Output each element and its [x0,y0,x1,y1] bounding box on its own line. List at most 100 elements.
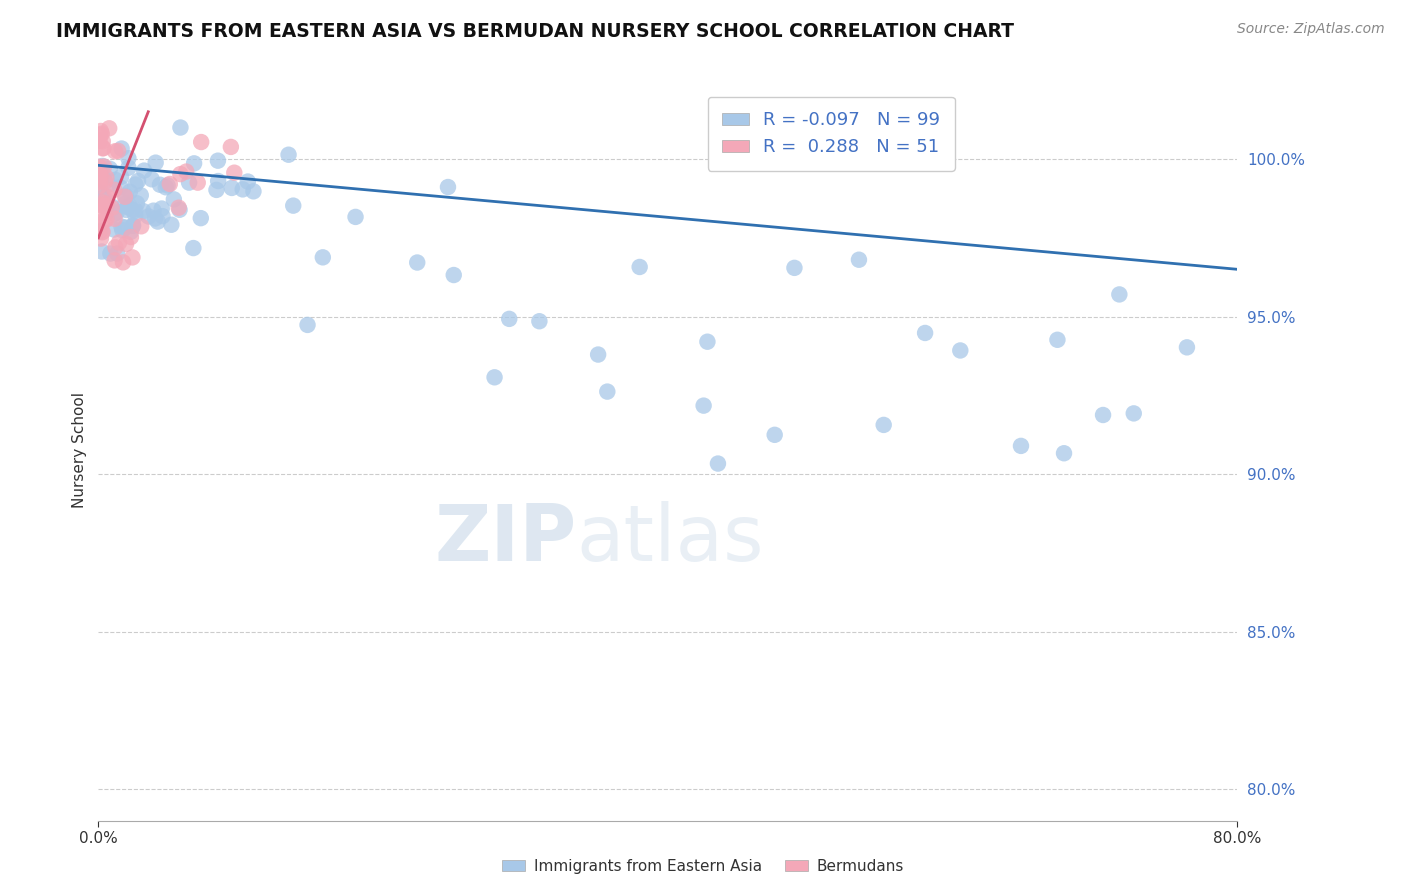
Point [1010,439,1032,453]
Point [93,141,115,155]
Point [1175,340,1198,354]
Point [344,210,367,224]
Point [145,155,167,169]
Point [96,212,118,227]
Point [124,203,146,218]
Point [221,181,243,195]
Point [146,214,169,228]
Point [692,399,714,413]
Point [707,457,730,471]
Point [122,219,145,233]
Point [236,175,259,189]
Point [118,185,141,199]
Point [90,244,112,259]
Point [91,191,114,205]
Point [207,174,229,188]
Point [108,180,131,194]
Point [183,156,205,170]
Point [141,172,163,186]
Point [114,190,136,204]
Point [174,164,197,178]
Point [107,144,129,158]
Point [125,196,148,211]
Point [97,178,120,192]
Point [90,206,112,220]
Point [90,231,112,245]
Point [628,260,651,274]
Point [124,178,146,192]
Point [90,169,112,183]
Point [105,246,128,260]
Y-axis label: Nursery School: Nursery School [72,392,87,508]
Point [114,196,136,211]
Point [103,207,125,221]
Text: Source: ZipAtlas.com: Source: ZipAtlas.com [1237,22,1385,37]
Point [89,166,111,180]
Point [91,195,114,210]
Point [586,347,609,361]
Point [89,134,111,148]
Point [93,199,115,213]
Point [104,173,127,187]
Point [529,314,551,328]
Point [91,170,114,185]
Point [169,202,191,217]
Point [89,175,111,189]
Point [91,134,114,148]
Legend: Immigrants from Eastern Asia, Bermudans: Immigrants from Eastern Asia, Bermudans [495,853,911,880]
Point [114,220,136,235]
Point [110,169,132,184]
Point [134,163,156,178]
Point [108,235,131,250]
Point [100,199,122,213]
Point [142,203,165,218]
Point [122,219,145,233]
Point [297,318,319,332]
Point [190,135,212,149]
Point [283,199,305,213]
Point [155,180,177,194]
Point [98,121,121,136]
Point [150,202,173,216]
Point [914,326,936,340]
Point [96,189,118,203]
Point [312,250,335,264]
Point [117,151,139,165]
Point [90,225,112,239]
Point [104,253,127,268]
Point [219,140,242,154]
Point [129,188,152,202]
Point [406,255,429,269]
Point [242,184,264,198]
Point [96,170,118,185]
Point [94,193,117,207]
Point [1092,408,1115,422]
Point [121,251,143,265]
Point [596,384,619,399]
Point [117,161,139,175]
Point [205,183,228,197]
Point [104,240,127,254]
Point [105,205,128,219]
Point [152,209,174,223]
Point [115,200,138,214]
Point [110,219,132,234]
Text: atlas: atlas [576,501,765,577]
Point [120,230,142,244]
Point [484,370,506,384]
Point [94,175,117,189]
Point [763,427,786,442]
Point [121,202,143,217]
Point [169,120,191,135]
Point [127,174,149,188]
Point [90,127,112,141]
Point [98,161,121,176]
Point [1046,333,1069,347]
Point [93,213,115,227]
Legend: R = -0.097   N = 99, R =  0.288   N = 51: R = -0.097 N = 99, R = 0.288 N = 51 [707,96,955,170]
Point [848,252,870,267]
Point [159,177,181,191]
Point [89,128,111,142]
Point [143,211,166,226]
Point [1108,287,1130,301]
